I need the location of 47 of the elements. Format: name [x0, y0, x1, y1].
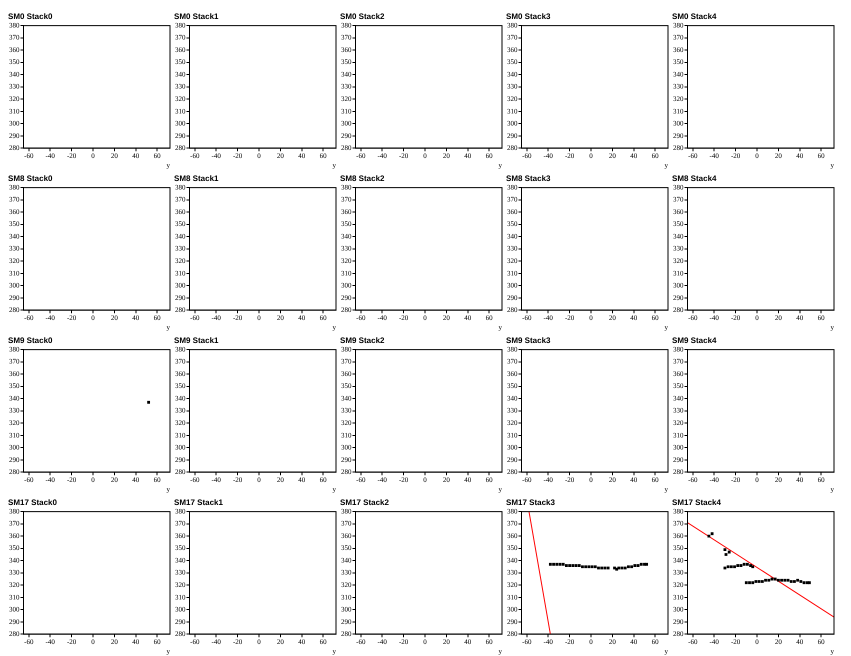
chart-title: SM17 Stack2: [340, 498, 390, 508]
point: [802, 581, 806, 584]
point: [764, 578, 767, 582]
point: [799, 580, 802, 583]
chart-title: SM17 Stack3: [506, 498, 556, 508]
chart-title: SM9 Stack0: [8, 336, 54, 346]
chart-title: SM0 Stack0: [8, 12, 54, 22]
chart-title: SM17 Stack4: [672, 498, 722, 508]
point: [748, 581, 751, 584]
point: [730, 565, 733, 568]
point: [760, 580, 764, 583]
chart-title: SM9 Stack2: [340, 336, 386, 346]
chart-title: SM8 Stack2: [340, 174, 386, 184]
chart-title: SM8 Stack0: [8, 174, 54, 184]
chart-title: SM17 Stack1: [174, 498, 224, 508]
point: [733, 565, 736, 568]
point: [754, 580, 758, 583]
chart-title: SM8 Stack4: [672, 174, 718, 184]
point: [710, 532, 714, 536]
point: [724, 553, 728, 556]
point: [724, 548, 726, 552]
point: [746, 562, 749, 566]
point: [770, 578, 774, 580]
chart-title: SM9 Stack1: [174, 336, 220, 346]
chart-title: SM8 Stack1: [174, 174, 220, 184]
chart-title: SM9 Stack3: [506, 336, 552, 346]
point: [726, 565, 730, 568]
point: [796, 578, 800, 582]
chart-title: SM0 Stack3: [506, 12, 552, 22]
chart-title: SM17 Stack0: [8, 498, 58, 508]
point: [780, 578, 784, 582]
point: [793, 580, 796, 583]
chart-title: SM0 Stack2: [340, 12, 386, 22]
point: [740, 564, 742, 567]
point: [758, 580, 761, 583]
chart-title: SM0 Stack1: [174, 12, 220, 22]
point: [786, 578, 790, 582]
point: [774, 578, 777, 580]
point: [776, 578, 780, 582]
chart-title: SM8 Stack3: [506, 174, 552, 184]
point: [736, 564, 740, 567]
point: [707, 534, 710, 538]
point: [790, 580, 793, 583]
point: [728, 550, 731, 554]
chart-title: SM0 Stack4: [672, 12, 718, 22]
chart-title: SM9 Stack4: [672, 336, 718, 346]
point: [724, 566, 726, 570]
